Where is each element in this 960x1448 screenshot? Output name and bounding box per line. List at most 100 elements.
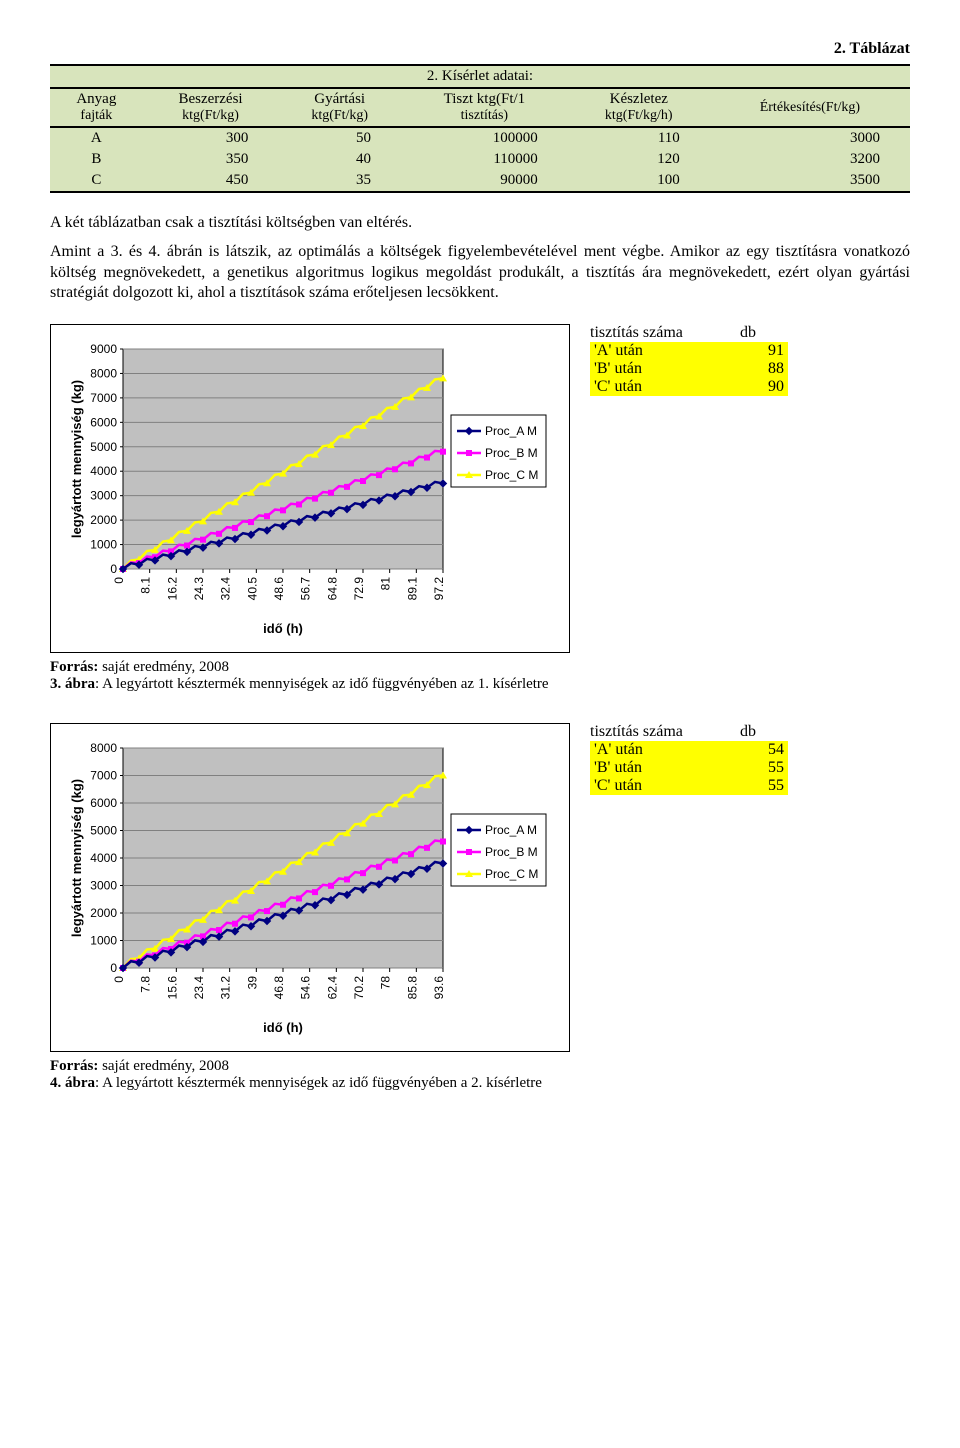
caption1-fig-rest: : A legyártott késztermék mennyiségek az…: [95, 676, 549, 692]
svg-text:7.8: 7.8: [139, 976, 153, 993]
caption-1: Forrás: saját eredmény, 2008 3. ábra: A …: [50, 659, 910, 693]
col-header: Anyagfajták: [50, 88, 143, 127]
svg-text:Proc_C M: Proc_C M: [485, 468, 538, 482]
table-cell: 100000: [401, 127, 568, 149]
caption2-fig-b: 4. ábra: [50, 1075, 95, 1091]
svg-text:24.3: 24.3: [192, 577, 206, 601]
svg-text:97.2: 97.2: [432, 577, 446, 601]
table-cell: 110000: [401, 149, 568, 170]
svg-text:39: 39: [245, 976, 259, 990]
svg-text:56.7: 56.7: [299, 577, 313, 601]
table-cell: 450: [143, 170, 279, 192]
caption-2: Forrás: saját eredmény, 2008 4. ábra: A …: [50, 1058, 910, 1092]
svg-text:8000: 8000: [90, 741, 117, 755]
svg-text:0: 0: [112, 577, 126, 584]
table-header: AnyagfajtákBeszerzésiktg(Ft/kg)Gyártásik…: [50, 88, 910, 127]
svg-text:89.1: 89.1: [405, 577, 419, 601]
caption1-fig-b: 3. ábra: [50, 676, 95, 692]
svg-text:32.4: 32.4: [219, 577, 233, 601]
cleaning2-hdr2: db: [740, 723, 756, 741]
cleaning1-hdr1: tisztítás száma: [590, 324, 730, 342]
svg-text:idő (h): idő (h): [263, 1020, 303, 1035]
col-header: Tiszt ktg(Ft/1tisztítás): [401, 88, 568, 127]
cleaning-row: 'A' után54: [590, 741, 788, 759]
caption2-fig-rest: : A legyártott késztermék mennyiségek az…: [95, 1075, 542, 1091]
svg-text:40.5: 40.5: [245, 577, 259, 601]
table-cell: 3500: [710, 170, 910, 192]
svg-text:idő (h): idő (h): [263, 621, 303, 636]
caption2-src-rest: saját eredmény, 2008: [102, 1058, 229, 1074]
cleaning-row: 'C' után90: [590, 378, 788, 396]
svg-text:4000: 4000: [90, 851, 117, 865]
svg-text:70.2: 70.2: [352, 976, 366, 1000]
table-cell: B: [50, 149, 143, 170]
svg-text:legyártott mennyiség (kg): legyártott mennyiség (kg): [69, 380, 84, 538]
chart1-row: 010002000300040005000600070008000900008.…: [50, 324, 910, 653]
col-header: Értékesítés(Ft/kg): [710, 88, 910, 127]
chart2: 01000200030004000500060007000800007.815.…: [63, 738, 557, 1043]
col-header: Készletezktg(Ft/kg/h): [568, 88, 710, 127]
svg-text:Proc_A M: Proc_A M: [485, 424, 537, 438]
table-label: 2. Táblázat: [50, 40, 910, 58]
svg-text:8.1: 8.1: [139, 577, 153, 594]
col-header: Gyártásiktg(Ft/kg): [278, 88, 401, 127]
table-cell: 110: [568, 127, 710, 149]
cleaning-row: 'B' után55: [590, 759, 788, 777]
paragraph-1: A két táblázatban csak a tisztítási költ…: [50, 213, 910, 234]
svg-text:62.4: 62.4: [325, 976, 339, 1000]
svg-text:78: 78: [379, 976, 393, 990]
table-cell: 120: [568, 149, 710, 170]
svg-text:64.8: 64.8: [325, 577, 339, 601]
table-cell: 50: [278, 127, 401, 149]
table-cell: 100: [568, 170, 710, 192]
chart1-box: 010002000300040005000600070008000900008.…: [50, 324, 570, 653]
svg-text:6000: 6000: [90, 416, 117, 430]
svg-text:23.4: 23.4: [192, 976, 206, 1000]
caption1-src-rest: saját eredmény, 2008: [102, 659, 229, 675]
caption2-src-b: Forrás:: [50, 1058, 98, 1074]
svg-text:85.8: 85.8: [405, 976, 419, 1000]
chart1: 010002000300040005000600070008000900008.…: [63, 339, 557, 644]
svg-text:16.2: 16.2: [165, 577, 179, 601]
svg-text:3000: 3000: [90, 879, 117, 893]
svg-text:81: 81: [379, 577, 393, 591]
svg-text:2000: 2000: [90, 906, 117, 920]
chart2-box: 01000200030004000500060007000800007.815.…: [50, 723, 570, 1052]
cleaning-row: 'C' után55: [590, 777, 788, 795]
cleaning-table-2: tisztítás száma db 'A' után54'B' után55'…: [590, 723, 788, 795]
svg-text:1000: 1000: [90, 934, 117, 948]
svg-text:Proc_C M: Proc_C M: [485, 867, 538, 881]
svg-text:legyártott mennyiség (kg): legyártott mennyiség (kg): [69, 779, 84, 937]
table-cell: 35: [278, 170, 401, 192]
paragraph-2: Amint a 3. és 4. ábrán is látszik, az op…: [50, 242, 910, 304]
cleaning1-hdr2: db: [740, 324, 756, 342]
svg-text:7000: 7000: [90, 769, 117, 783]
svg-text:48.6: 48.6: [272, 577, 286, 601]
svg-text:Proc_B M: Proc_B M: [485, 845, 538, 859]
table-cell: 3200: [710, 149, 910, 170]
table-cell: 40: [278, 149, 401, 170]
cleaning-table-1: tisztítás száma db 'A' után91'B' után88'…: [590, 324, 788, 396]
table-title-row: 2. Kísérlet adatai:: [50, 65, 910, 88]
svg-text:9000: 9000: [90, 342, 117, 356]
svg-text:2000: 2000: [90, 513, 117, 527]
svg-text:46.8: 46.8: [272, 976, 286, 1000]
table-row: B350401100001203200: [50, 149, 910, 170]
table-cell: C: [50, 170, 143, 192]
svg-text:8000: 8000: [90, 367, 117, 381]
caption1-src-b: Forrás:: [50, 659, 98, 675]
svg-text:54.6: 54.6: [299, 976, 313, 1000]
svg-text:5000: 5000: [90, 824, 117, 838]
table-cell: A: [50, 127, 143, 149]
col-header: Beszerzésiktg(Ft/kg): [143, 88, 279, 127]
svg-text:0: 0: [110, 961, 117, 975]
svg-text:4000: 4000: [90, 464, 117, 478]
svg-text:31.2: 31.2: [219, 976, 233, 1000]
svg-text:72.9: 72.9: [352, 577, 366, 601]
table-row: A300501000001103000: [50, 127, 910, 149]
table-cell: 350: [143, 149, 279, 170]
table-cell: 300: [143, 127, 279, 149]
table-cell: 3000: [710, 127, 910, 149]
cleaning2-hdr1: tisztítás száma: [590, 723, 730, 741]
cleaning-row: 'A' után91: [590, 342, 788, 360]
